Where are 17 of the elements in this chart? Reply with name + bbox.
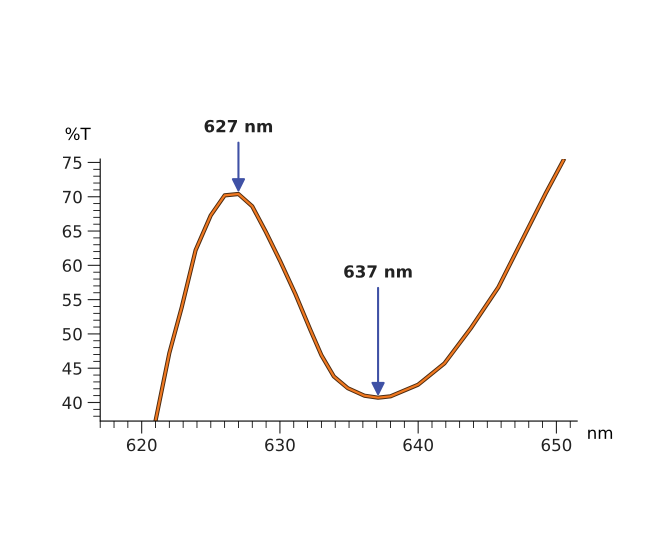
x-tick-label: 620 <box>126 438 156 452</box>
y-tick-label: 75 <box>63 156 82 170</box>
y-tick-label: 55 <box>62 294 82 306</box>
y-axis-title: %T <box>66 127 91 140</box>
y-tick-label: 40 <box>62 396 82 410</box>
y-tick-label: 70 <box>63 190 82 204</box>
line-series <box>153 159 566 422</box>
x-tick-label: 630 <box>265 438 295 452</box>
x-tick-label: 640 <box>403 438 433 452</box>
annotation: 627 nm <box>204 120 272 132</box>
y-tick-label: 60 <box>62 259 82 272</box>
y-tick-label: 65 <box>62 225 82 238</box>
x-tick-label: 650 <box>542 438 572 452</box>
y-tick-label: 45 <box>62 362 82 375</box>
annotation: 637 nm <box>344 265 412 278</box>
x-axis-title: nm <box>588 430 612 439</box>
y-tick-label: 50 <box>62 328 82 340</box>
